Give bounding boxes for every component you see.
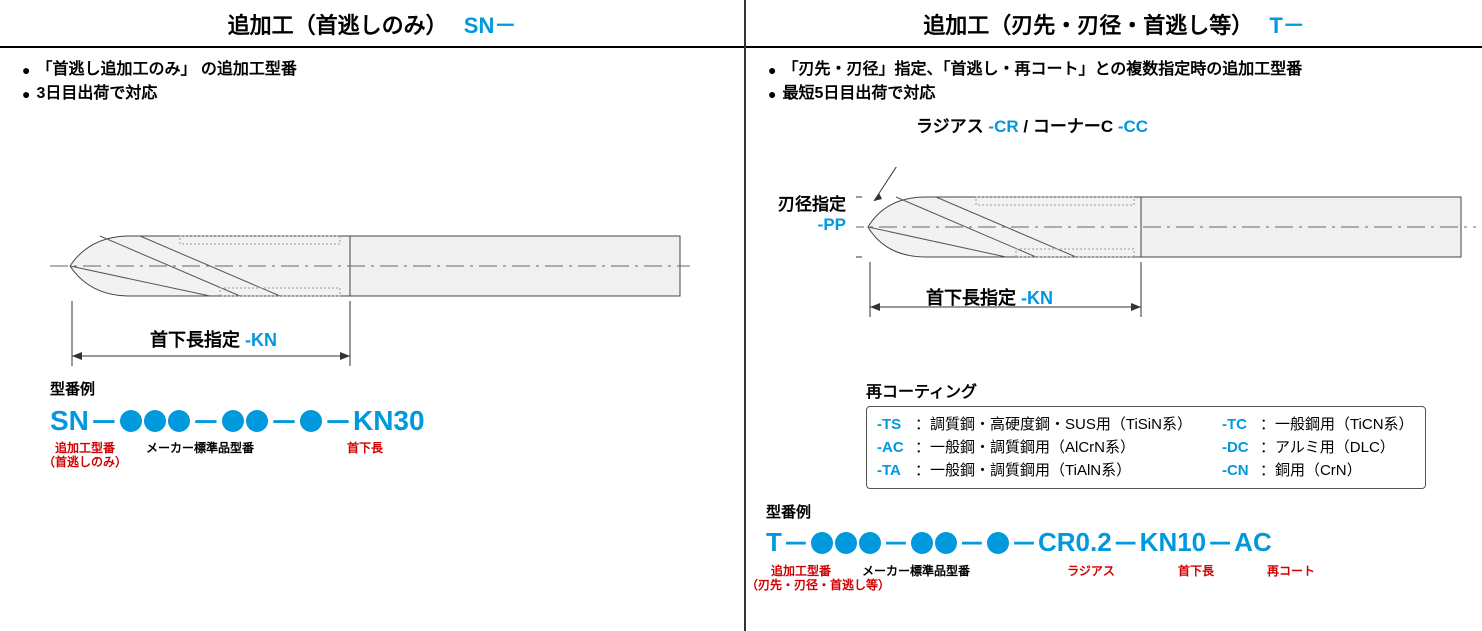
title-code: SN－ (464, 13, 517, 38)
sub-c: 首下長 (335, 441, 395, 455)
recoat-item: -TC：一般鋼用（TiCN系） (1222, 413, 1415, 434)
bullets-sn: ●「首逃し追加工のみ」 の追加工型番 ●3日目出荷で対応 (0, 48, 744, 106)
recoat-block: 再コーティング -TS：調質鋼・高硬度鋼・SUS用（TiSiN系） -TC：一般鋼… (866, 378, 1482, 489)
endmill-drawing (856, 167, 1476, 367)
sub-e: 再コート (1261, 564, 1321, 578)
example-t: T－ － － － CR0.2 － KN10 － AC 追加工型番 （刃先・刃径・… (766, 524, 1482, 604)
sub-b: メーカー標準品型番 (135, 441, 265, 455)
endmill-drawing (50, 206, 690, 406)
ex-suffix: AC (1234, 527, 1272, 558)
bullet-text: 最短5日目出荷で対応 (782, 82, 935, 106)
placeholder-circle (911, 532, 933, 554)
diagram-sn: 首下長指定 -KN (50, 126, 744, 366)
placeholder-circle (935, 532, 957, 554)
recoat-item: -CN：銅用（CrN） (1222, 459, 1415, 480)
diagram-t: ラジアス -CR / コーナーC -CC 刃径指定 -PP (766, 112, 1482, 372)
recoat-box: -TS：調質鋼・高硬度鋼・SUS用（TiSiN系） -TC：一般鋼用（TiCN系）… (866, 406, 1426, 489)
placeholder-circle (222, 410, 244, 432)
bullet-text: 「首逃し追加工のみ」 の追加工型番 (36, 58, 296, 82)
kn-label: 首下長指定 -KN (926, 284, 1053, 310)
bullet-text: 3日目出荷で対応 (36, 82, 157, 106)
title-code: T－ (1269, 13, 1304, 38)
placeholder-circle (168, 410, 190, 432)
placeholder-circle (987, 532, 1009, 554)
radius-corner-label: ラジアス -CR / コーナーC -CC (916, 112, 1148, 137)
title-t: 追加工（刃先・刃径・首逃し等） T－ (746, 0, 1482, 48)
recoat-item: -AC：一般鋼・調質鋼用（AlCrN系） (877, 436, 1192, 457)
ex-prefix: T (766, 527, 782, 558)
placeholder-circle (144, 410, 166, 432)
ex-mid2: KN10 (1140, 527, 1206, 558)
ex-mid1: CR0.2 (1038, 527, 1112, 558)
recoat-item: -TS：調質鋼・高硬度鋼・SUS用（TiSiN系） (877, 413, 1192, 434)
example-sn: SN－ － － － KN30 追加工型番 （首逃しのみ） メーカー標準品型番 首… (50, 401, 744, 481)
panel-t: 追加工（刃先・刃径・首逃し等） T－ ●「刃先・刃径」指定、「首逃し・再コート」… (746, 0, 1482, 631)
placeholder-circle (300, 410, 322, 432)
sub-b: メーカー標準品型番 (846, 564, 986, 578)
bullets-t: ●「刃先・刃径」指定、「首逃し・再コート」との複数指定時の追加工型番 ●最短5日… (746, 48, 1482, 106)
placeholder-circle (246, 410, 268, 432)
panel-sn: 追加工（首逃しのみ） SN－ ●「首逃し追加工のみ」 の追加工型番 ●3日目出荷… (0, 0, 746, 631)
placeholder-circle (859, 532, 881, 554)
ex-suffix: KN30 (353, 405, 425, 437)
example-label: 型番例 (766, 501, 1482, 522)
kn-label: 首下長指定 -KN (150, 326, 277, 352)
sub-a: 追加工型番 （首逃しのみ） (40, 441, 130, 470)
title-main: 追加工（刃先・刃径・首逃し等） (923, 13, 1253, 38)
sub-d: 首下長 (1166, 564, 1226, 578)
sub-a: 追加工型番 （刃先・刃径・首逃し等） (746, 564, 856, 593)
sub-c: ラジアス (1056, 564, 1126, 578)
placeholder-circle (120, 410, 142, 432)
bullet-text: 「刃先・刃径」指定、「首逃し・再コート」との複数指定時の追加工型番 (782, 58, 1302, 82)
placeholder-circle (835, 532, 857, 554)
title-main: 追加工（首逃しのみ） (228, 13, 448, 38)
placeholder-circle (811, 532, 833, 554)
recoat-item: -TA：一般鋼・調質鋼用（TiAlN系） (877, 459, 1192, 480)
title-sn: 追加工（首逃しのみ） SN－ (0, 0, 744, 48)
recoat-item: -DC：アルミ用（DLC） (1222, 436, 1415, 457)
ex-prefix: SN (50, 405, 89, 437)
recoat-title: 再コーティング (866, 378, 1482, 402)
diameter-label: 刃径指定 -PP (766, 190, 846, 235)
